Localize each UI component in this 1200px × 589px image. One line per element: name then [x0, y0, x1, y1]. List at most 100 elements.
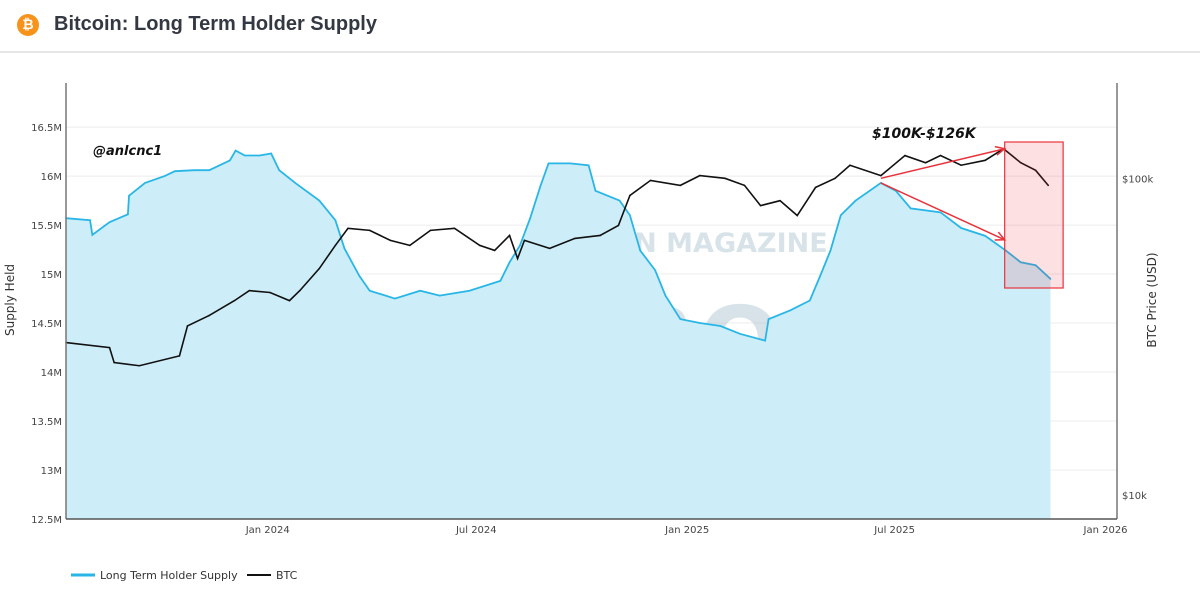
- y-right-axis-title: BTC Price (USD): [1145, 252, 1159, 347]
- lth-supply-point: [539, 185, 542, 187]
- lth-supply-point: [278, 169, 280, 171]
- y-left-tick-label: 13M: [41, 466, 62, 477]
- lth-supply-point: [258, 154, 261, 157]
- lth-supply-point: [358, 275, 361, 277]
- y-left-tick-label: 16.5M: [31, 123, 62, 134]
- btc-price-point: [409, 244, 411, 247]
- btc-price-point: [924, 161, 927, 164]
- btc-price-point: [288, 299, 291, 302]
- lth-supply-point: [128, 194, 130, 197]
- lth-supply-point: [334, 219, 337, 221]
- lth-supply-point: [127, 213, 129, 216]
- page-title: Bitcoin: Long Term Holder Supply: [54, 13, 377, 35]
- lth-supply-point: [767, 318, 770, 320]
- lth-supply-point: [343, 247, 346, 250]
- lth-supply-point: [654, 269, 656, 271]
- arrow-head-icon: [994, 231, 1007, 241]
- y-left-tick-label: 14M: [41, 368, 62, 379]
- lth-supply-point: [499, 280, 502, 282]
- btc-price-point: [108, 346, 111, 349]
- btc-price-point: [186, 325, 189, 327]
- lth-supply-point: [89, 219, 91, 221]
- lth-supply-point: [174, 170, 176, 172]
- btc-price-point: [617, 224, 620, 227]
- lth-supply-point: [234, 149, 237, 152]
- lth-supply-point: [468, 289, 471, 292]
- y-left-axis-title: Supply Held: [3, 264, 17, 336]
- lth-supply-point: [569, 162, 572, 165]
- author-handle: @anlcnc1: [93, 144, 162, 159]
- y-left-tick-label: 12.5M: [31, 515, 62, 526]
- lth-supply-point: [984, 235, 986, 237]
- y-left-tick-label: 16M: [41, 172, 62, 183]
- y-left-tick-label: 14.5M: [31, 319, 62, 330]
- lth-supply-point: [629, 214, 631, 217]
- lth-supply-point: [618, 199, 621, 202]
- lth-supply-point: [739, 333, 741, 335]
- x-tick-label: Jan 2024: [245, 525, 290, 536]
- legend-label-btc[interactable]: BTC: [276, 569, 298, 582]
- btc-price-point: [574, 237, 576, 240]
- lth-supply-point: [163, 175, 166, 177]
- lth-supply-point: [193, 169, 196, 171]
- btc-price-point: [516, 257, 519, 260]
- lth-supply-point: [960, 227, 962, 229]
- y-left-tick-label: 15.5M: [31, 221, 62, 232]
- lth-supply-point: [419, 289, 421, 292]
- btc-price-point: [984, 159, 986, 162]
- lth-supply-point: [208, 169, 211, 171]
- btc-price-point: [389, 239, 392, 242]
- lth-supply-point: [679, 318, 682, 320]
- axes: 12.5M 13M 13.5M 14M 14.5M 15M 15.5M 16M 16.5M $10…: [3, 83, 1159, 536]
- lth-supply-point: [394, 297, 396, 300]
- lth-supply-point: [664, 294, 667, 297]
- lth-supply-area: [66, 150, 1051, 519]
- btc-price-point: [508, 234, 511, 237]
- header: ₿ Bitcoin: Long Term Holder Supply: [0, 0, 1200, 53]
- btc-price-point: [904, 154, 906, 157]
- legend-label-lth[interactable]: Long Term Holder Supply: [100, 569, 238, 582]
- y-right-tick-label: $10k: [1122, 491, 1147, 502]
- lth-supply-point: [789, 309, 792, 312]
- lth-supply-point: [854, 199, 857, 202]
- btc-price-point: [478, 244, 481, 247]
- btc-price-point: [548, 247, 551, 250]
- lth-supply-point: [594, 189, 597, 192]
- arrow-head-icon: [994, 145, 1007, 156]
- lth-supply-point: [909, 207, 912, 210]
- lth-supply-point: [719, 325, 722, 327]
- btc-price-point: [233, 299, 236, 302]
- btc-price-point: [834, 177, 836, 180]
- btc-price-point: [960, 164, 962, 167]
- lth-supply-point: [764, 339, 766, 342]
- lth-supply-point: [699, 322, 701, 324]
- lth-supply-point: [1005, 249, 1007, 252]
- btc-price-point: [649, 179, 652, 182]
- lth-supply-point: [1019, 261, 1022, 264]
- btc-price-point: [178, 355, 181, 357]
- btc-price-point: [368, 229, 371, 232]
- lth-supply-point: [529, 217, 531, 220]
- lth-supply-point: [639, 249, 642, 252]
- lth-supply-point: [939, 211, 942, 214]
- lth-supply-point: [809, 299, 811, 302]
- arrow: [880, 182, 1005, 241]
- btc-price-point: [796, 214, 799, 217]
- y-right-tick-label: $100k: [1122, 174, 1153, 185]
- annotations: @anlcnc1 $100K-$126K: [93, 126, 1064, 289]
- btc-price-point: [1034, 169, 1037, 172]
- lth-supply-point: [438, 294, 441, 297]
- lth-supply-point: [839, 214, 842, 217]
- lth-supply-point: [108, 221, 111, 223]
- btc-price-point: [759, 204, 762, 207]
- y-left-tick-label: 13.5M: [31, 417, 62, 428]
- btc-price-point: [299, 289, 301, 292]
- lth-supply-point: [270, 152, 272, 155]
- btc-price-point: [347, 227, 349, 230]
- btc-price-point: [453, 227, 456, 230]
- lth-supply-point: [587, 164, 590, 167]
- btc-price-point: [724, 177, 726, 180]
- x-tick-label: Jul 2024: [455, 525, 497, 536]
- btc-price-point: [493, 249, 496, 252]
